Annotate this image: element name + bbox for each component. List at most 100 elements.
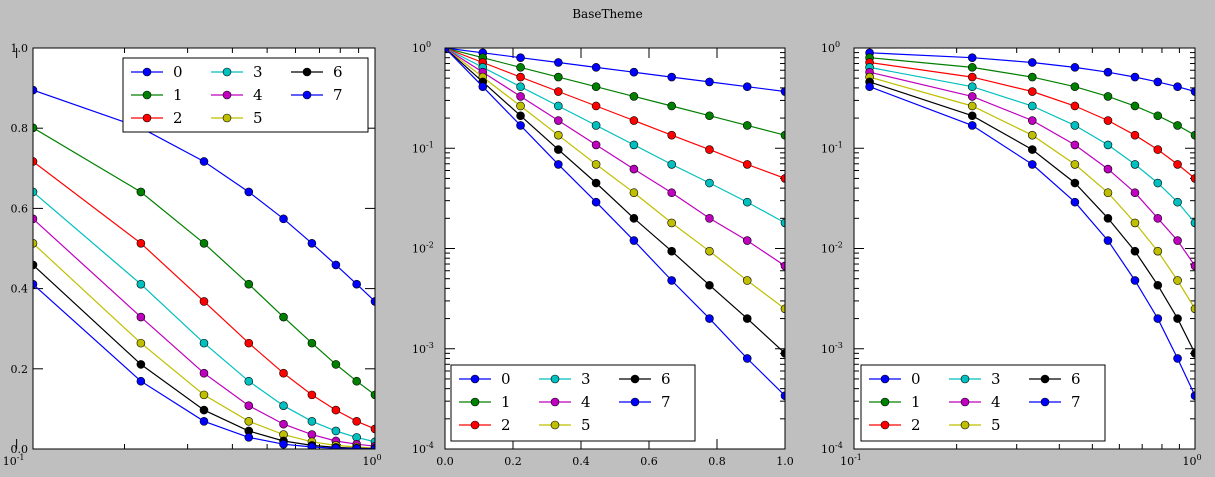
- data-point-series-1: [554, 72, 563, 82]
- data-point-series-2: [780, 174, 785, 183]
- data-point-series-0: [331, 260, 341, 270]
- legend-item-1: 1: [459, 393, 511, 411]
- data-point-series-7: [742, 354, 752, 363]
- data-point-series-2: [33, 157, 38, 166]
- legend-label: 5: [253, 109, 263, 127]
- data-point-series-6: [967, 111, 977, 121]
- legend-label: 6: [661, 370, 671, 388]
- legend-marker: [880, 397, 890, 407]
- data-point-series-5: [591, 160, 601, 169]
- data-point-series-5: [742, 276, 752, 285]
- data-point-series-7: [967, 121, 977, 130]
- legend: 0 1 2 3 4 5 6 7: [450, 364, 696, 442]
- data-point-series-5: [1153, 246, 1163, 256]
- data-point-series-5: [705, 246, 714, 256]
- legend-item-5: 5: [949, 416, 1001, 434]
- data-point-series-2: [554, 87, 563, 96]
- data-point-series-4: [667, 188, 676, 198]
- data-point-series-0: [554, 58, 563, 67]
- data-point-series-4: [1130, 188, 1140, 198]
- data-point-series-0: [307, 238, 317, 248]
- data-point-series-5: [554, 130, 563, 140]
- data-point-series-3: [554, 101, 563, 111]
- data-point-series-3: [742, 197, 752, 207]
- data-point-series-7: [445, 48, 450, 53]
- data-point-series-1: [1027, 72, 1037, 82]
- legend-label: 7: [333, 86, 343, 104]
- legend-marker: [142, 90, 152, 100]
- data-point-series-7: [591, 197, 601, 207]
- data-point-series-7: [667, 276, 676, 285]
- data-point-series-0: [33, 85, 38, 95]
- data-point-series-5: [780, 304, 785, 314]
- data-point-series-4: [199, 368, 209, 378]
- data-point-series-4: [1027, 116, 1037, 125]
- data-point-series-7: [1173, 354, 1182, 363]
- axes-frame: [32, 47, 376, 450]
- data-point-series-7: [705, 314, 714, 323]
- data-point-series-2: [1027, 87, 1037, 96]
- data-point-series-6: [199, 405, 209, 415]
- data-point-series-2: [370, 424, 375, 434]
- x-tick-label: 1.0: [776, 455, 794, 468]
- data-point-series-1: [629, 92, 639, 101]
- series-line-5: [445, 48, 785, 310]
- data-point-series-4: [1103, 164, 1113, 174]
- data-point-series-6: [516, 111, 525, 121]
- data-point-series-7: [516, 121, 525, 130]
- legend-item-5: 5: [211, 109, 263, 127]
- data-point-series-2: [967, 72, 977, 82]
- legend-item-0: 0: [869, 370, 921, 388]
- x-tick-exponent: -1: [17, 453, 25, 462]
- legend-frame: [860, 364, 1106, 442]
- data-point-series-0: [352, 279, 361, 289]
- data-point-series-0: [1130, 72, 1140, 82]
- data-point-series-0: [370, 297, 375, 306]
- legend-marker: [222, 67, 232, 77]
- data-point-series-1: [33, 123, 38, 133]
- data-point-series-4: [516, 92, 525, 101]
- data-point-series-2: [629, 116, 639, 125]
- data-point-series-0: [516, 53, 525, 62]
- data-point-series-0: [667, 72, 676, 82]
- axes-frame: [853, 47, 1196, 450]
- legend-item-4: 4: [211, 86, 263, 104]
- legend-label: 1: [911, 393, 921, 411]
- data-point-series-4: [1153, 214, 1163, 223]
- legend-item-6: 6: [619, 370, 671, 388]
- legend-label: 5: [991, 416, 1001, 434]
- data-point-series-7: [244, 433, 254, 442]
- data-point-series-1: [742, 121, 752, 130]
- data-point-series-4: [591, 140, 601, 150]
- data-point-series-7: [554, 160, 563, 169]
- legend-item-0: 0: [459, 370, 511, 388]
- y-tick-label: 0.0: [11, 443, 29, 456]
- legend-marker: [550, 374, 560, 384]
- data-point-series-1: [1173, 121, 1182, 130]
- legend-label: 4: [991, 393, 1001, 411]
- data-point-series-1: [967, 63, 977, 72]
- legend-marker: [630, 397, 640, 407]
- legend-frame: [450, 364, 696, 442]
- legend-item-3: 3: [949, 370, 1001, 388]
- series-line-6: [445, 48, 785, 354]
- data-point-series-1: [244, 279, 254, 289]
- x-tick-label: 100: [1182, 453, 1201, 468]
- legend-label: 4: [581, 393, 591, 411]
- legend-label: 3: [253, 63, 263, 81]
- legend-marker: [222, 113, 232, 123]
- data-point-series-1: [279, 312, 288, 322]
- figure-title: BaseTheme: [572, 7, 643, 21]
- x-tick-exponent: 0: [1196, 453, 1201, 462]
- data-point-series-3: [780, 218, 785, 228]
- data-point-series-3: [1190, 218, 1195, 228]
- legend-label: 0: [501, 370, 511, 388]
- legend-marker: [302, 90, 312, 100]
- data-point-series-7: [199, 417, 209, 426]
- data-point-series-5: [33, 238, 38, 248]
- legend-label: 7: [661, 393, 671, 411]
- data-point-series-6: [1070, 178, 1080, 188]
- data-point-series-7: [478, 82, 488, 92]
- y-tick-exponent: -2: [426, 241, 434, 250]
- data-point-series-7: [331, 443, 341, 449]
